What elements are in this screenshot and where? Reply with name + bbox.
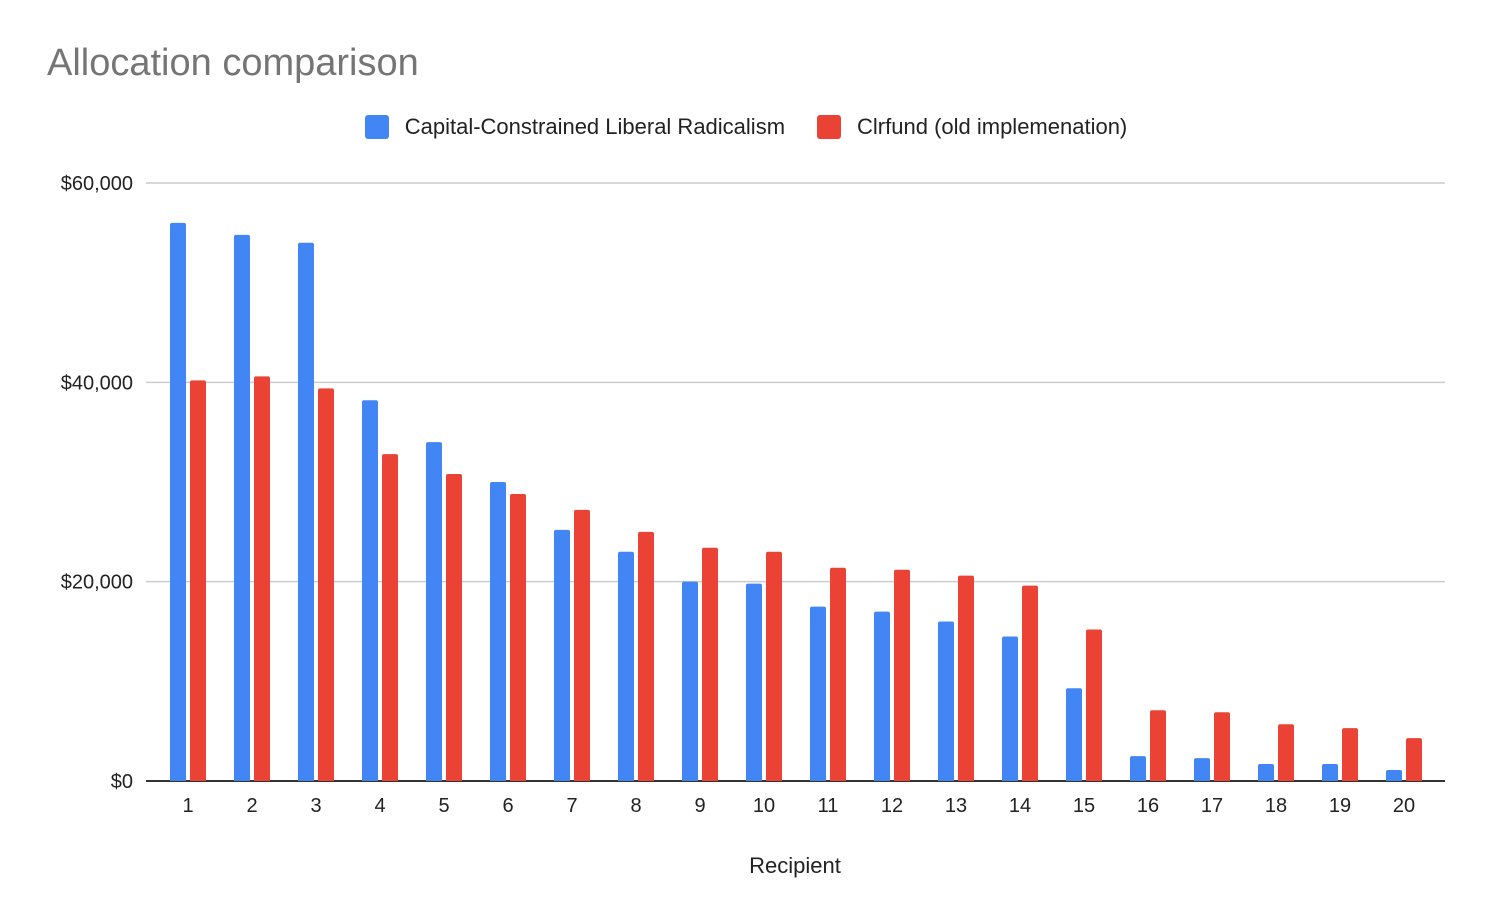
bar-series-a [234,234,250,781]
bar-series-b [1086,629,1102,781]
legend-label-series-a: Capital-Constrained Liberal Radicalism [404,114,786,139]
bar-series-a [362,400,378,781]
bar-series-a [490,482,506,781]
bar-series-b [1342,728,1358,781]
bar-series-a [170,222,186,781]
legend-item-series-b[interactable]: Clrfund (old implemenation) [817,114,1127,140]
x-tick-label: 17 [1201,795,1223,817]
bar-series-a [1258,764,1274,781]
bar-series-a [426,442,442,781]
bar-series-a [810,606,826,781]
bar-series-a [554,529,570,781]
bar-series-b [702,547,718,781]
bar-series-b [1406,738,1422,781]
bar-series-a [1130,756,1146,781]
legend-item-series-a[interactable]: Capital-Constrained Liberal Radicalism [364,114,786,140]
x-tick-label: 1 [182,795,193,817]
bar-series-b [318,388,334,781]
x-tick-label: 4 [374,795,385,817]
bar-series-b [1022,585,1038,781]
bar-series-b [638,531,654,781]
x-tick-label: 5 [438,795,449,817]
x-tick-label: 13 [945,795,967,817]
y-tick-label: $20,000 [61,572,133,594]
bar-series-a [746,583,762,781]
x-tick-label: 12 [881,795,903,817]
x-tick-label: 6 [502,795,513,817]
y-tick-label: $0 [111,771,133,793]
bar-series-a [1002,636,1018,781]
x-tick-label: 7 [566,795,577,817]
bar-series-a [1322,764,1338,781]
bar-series-a [618,551,634,781]
x-tick-label: 3 [310,795,321,817]
legend-label-series-b: Clrfund (old implemenation) [857,114,1128,139]
x-tick-label: 9 [694,795,705,817]
bar-series-b [446,474,462,781]
x-tick-label: 8 [630,795,641,817]
x-tick-label: 20 [1393,795,1415,817]
bar-series-b [958,575,974,781]
y-tick-label: $40,000 [61,372,133,394]
x-tick-label: 2 [246,795,257,817]
x-axis-title: Recipient [749,853,841,878]
bar-series-a [682,581,698,781]
bar-series-b [190,380,206,781]
bar-series-a [938,621,954,781]
bar-series-a [1066,688,1082,781]
bar-series-b [1150,710,1166,781]
bar-series-b [382,454,398,781]
bar-series-b [894,569,910,781]
bar-series-b [1214,712,1230,781]
x-tick-label: 14 [1009,795,1031,817]
bar-series-b [254,376,270,781]
bar-series-a [298,242,314,782]
chart-title: Allocation comparison [47,42,419,84]
bar-series-b [830,567,846,781]
bar-series-a [1194,758,1210,781]
bar-series-b [574,509,590,781]
legend: Capital-Constrained Liberal Radicalism C… [0,114,1492,140]
legend-swatch-series-b [817,115,842,139]
bar-series-a [1386,770,1402,781]
x-tick-label: 19 [1329,795,1351,817]
x-tick-label: 10 [753,795,775,817]
x-tick-label: 18 [1265,795,1287,817]
bar-series-b [766,551,782,781]
x-tick-label: 15 [1073,795,1095,817]
legend-swatch-series-a [364,115,389,139]
bar-series-b [510,493,526,781]
x-tick-label: 11 [818,795,839,817]
y-tick-label: $60,000 [61,173,133,195]
x-tick-label: 16 [1137,795,1159,817]
bar-series-a [874,611,890,781]
bar-series-b [1278,724,1294,781]
